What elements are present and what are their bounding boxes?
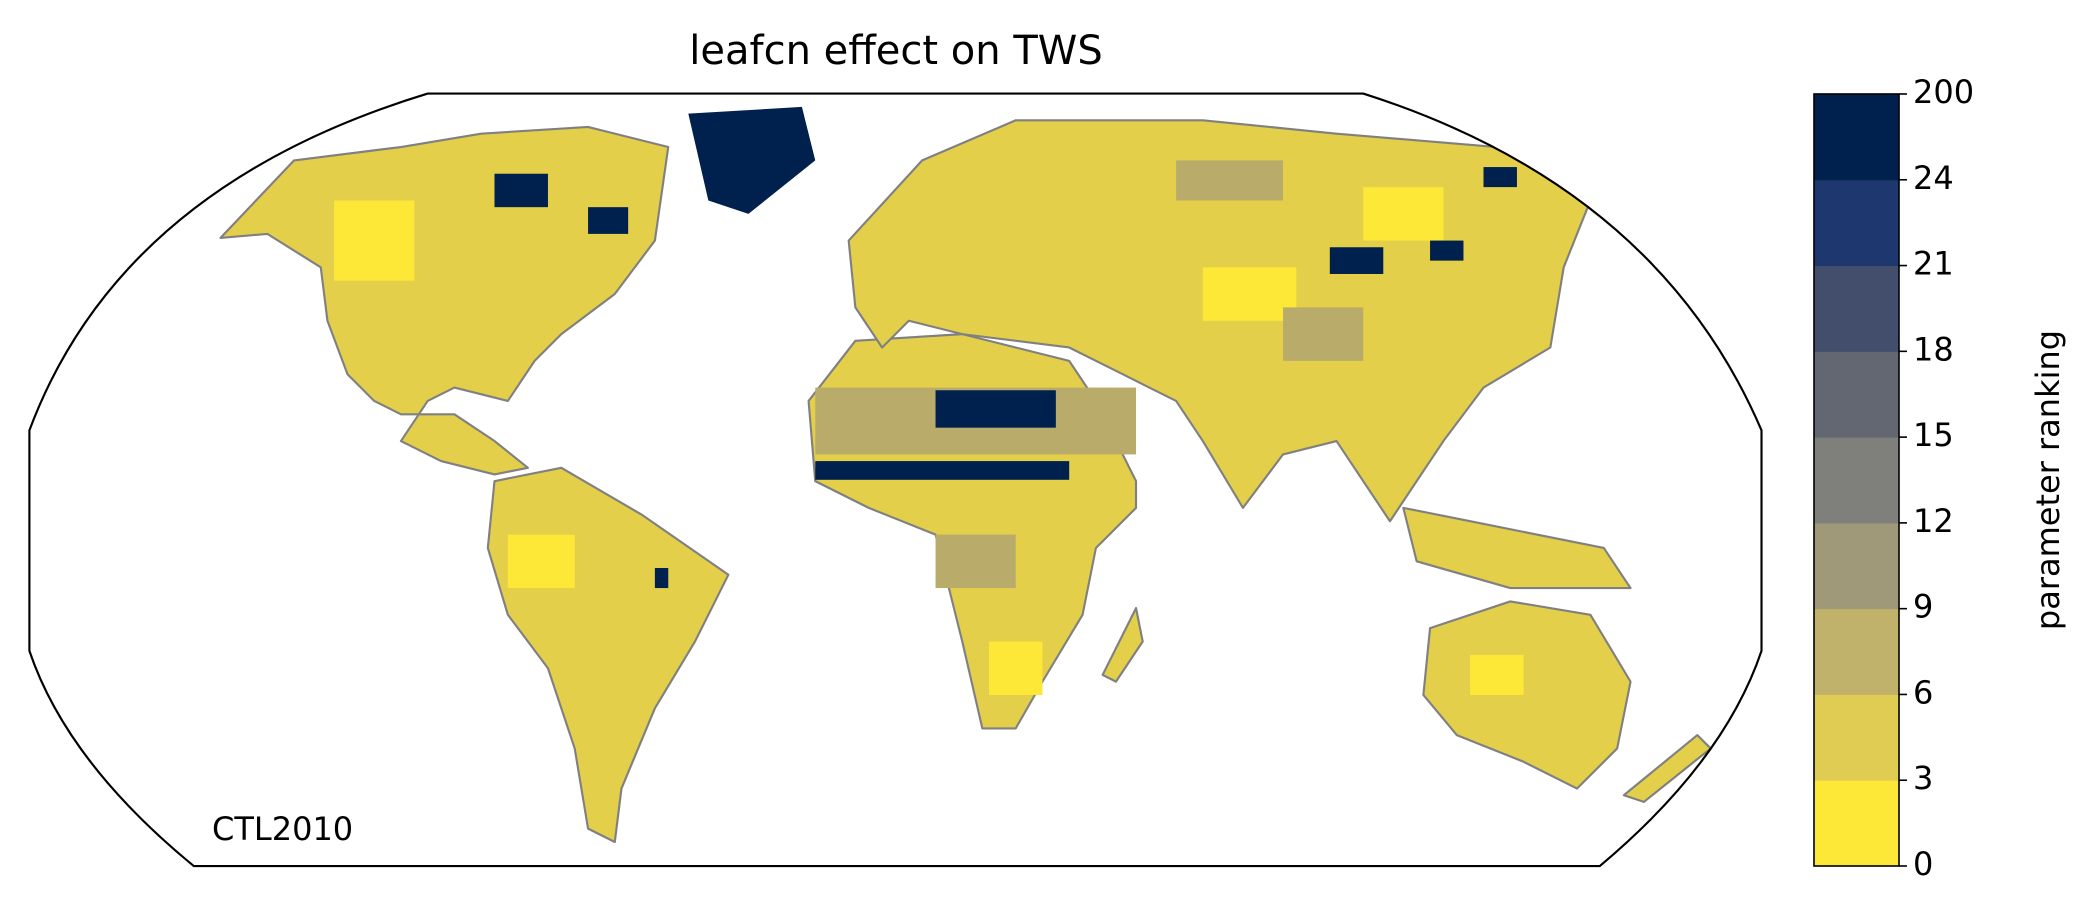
colorbar-frame bbox=[1813, 93, 1900, 867]
colorbar-segment bbox=[1814, 179, 1899, 267]
colorbar-tick-label: 0 bbox=[1913, 845, 1933, 883]
colorbar-tick-label: 9 bbox=[1913, 588, 1933, 626]
land-low bbox=[334, 187, 1524, 695]
colorbar-segment bbox=[1814, 94, 1899, 181]
colorbar-segment bbox=[1814, 437, 1899, 524]
colorbar-segment bbox=[1814, 522, 1899, 610]
colorbar: 0 3 6 9 12 15 18 21 24 200 bbox=[1813, 73, 1974, 883]
colorbar-tick-label: 18 bbox=[1913, 330, 1954, 368]
colorbar-label: parameter ranking bbox=[2029, 330, 2067, 630]
map-title: leafcn effect on TWS bbox=[689, 28, 1102, 74]
colorbar-tick-label: 3 bbox=[1913, 759, 1933, 797]
land bbox=[219, 119, 1712, 844]
map bbox=[28, 92, 1763, 868]
land-high bbox=[494, 106, 1517, 589]
colorbar-segment bbox=[1814, 694, 1899, 781]
colorbar-tick-label: 12 bbox=[1913, 502, 1954, 540]
colorbar-segment bbox=[1814, 608, 1899, 695]
colorbar-tick-label: 6 bbox=[1913, 673, 1933, 711]
map-boundary bbox=[28, 92, 1763, 868]
map-annotation: CTL2010 bbox=[212, 810, 353, 848]
colorbar-segment bbox=[1814, 351, 1899, 438]
colorbar-tick-label: 15 bbox=[1913, 416, 1954, 454]
colorbar-segment bbox=[1814, 265, 1899, 352]
colorbar-tick-label: 200 bbox=[1913, 73, 1974, 111]
colorbar-tick-label: 21 bbox=[1913, 245, 1954, 283]
colorbar-segment bbox=[1814, 780, 1899, 867]
colorbar-tick-label: 24 bbox=[1913, 159, 1954, 197]
